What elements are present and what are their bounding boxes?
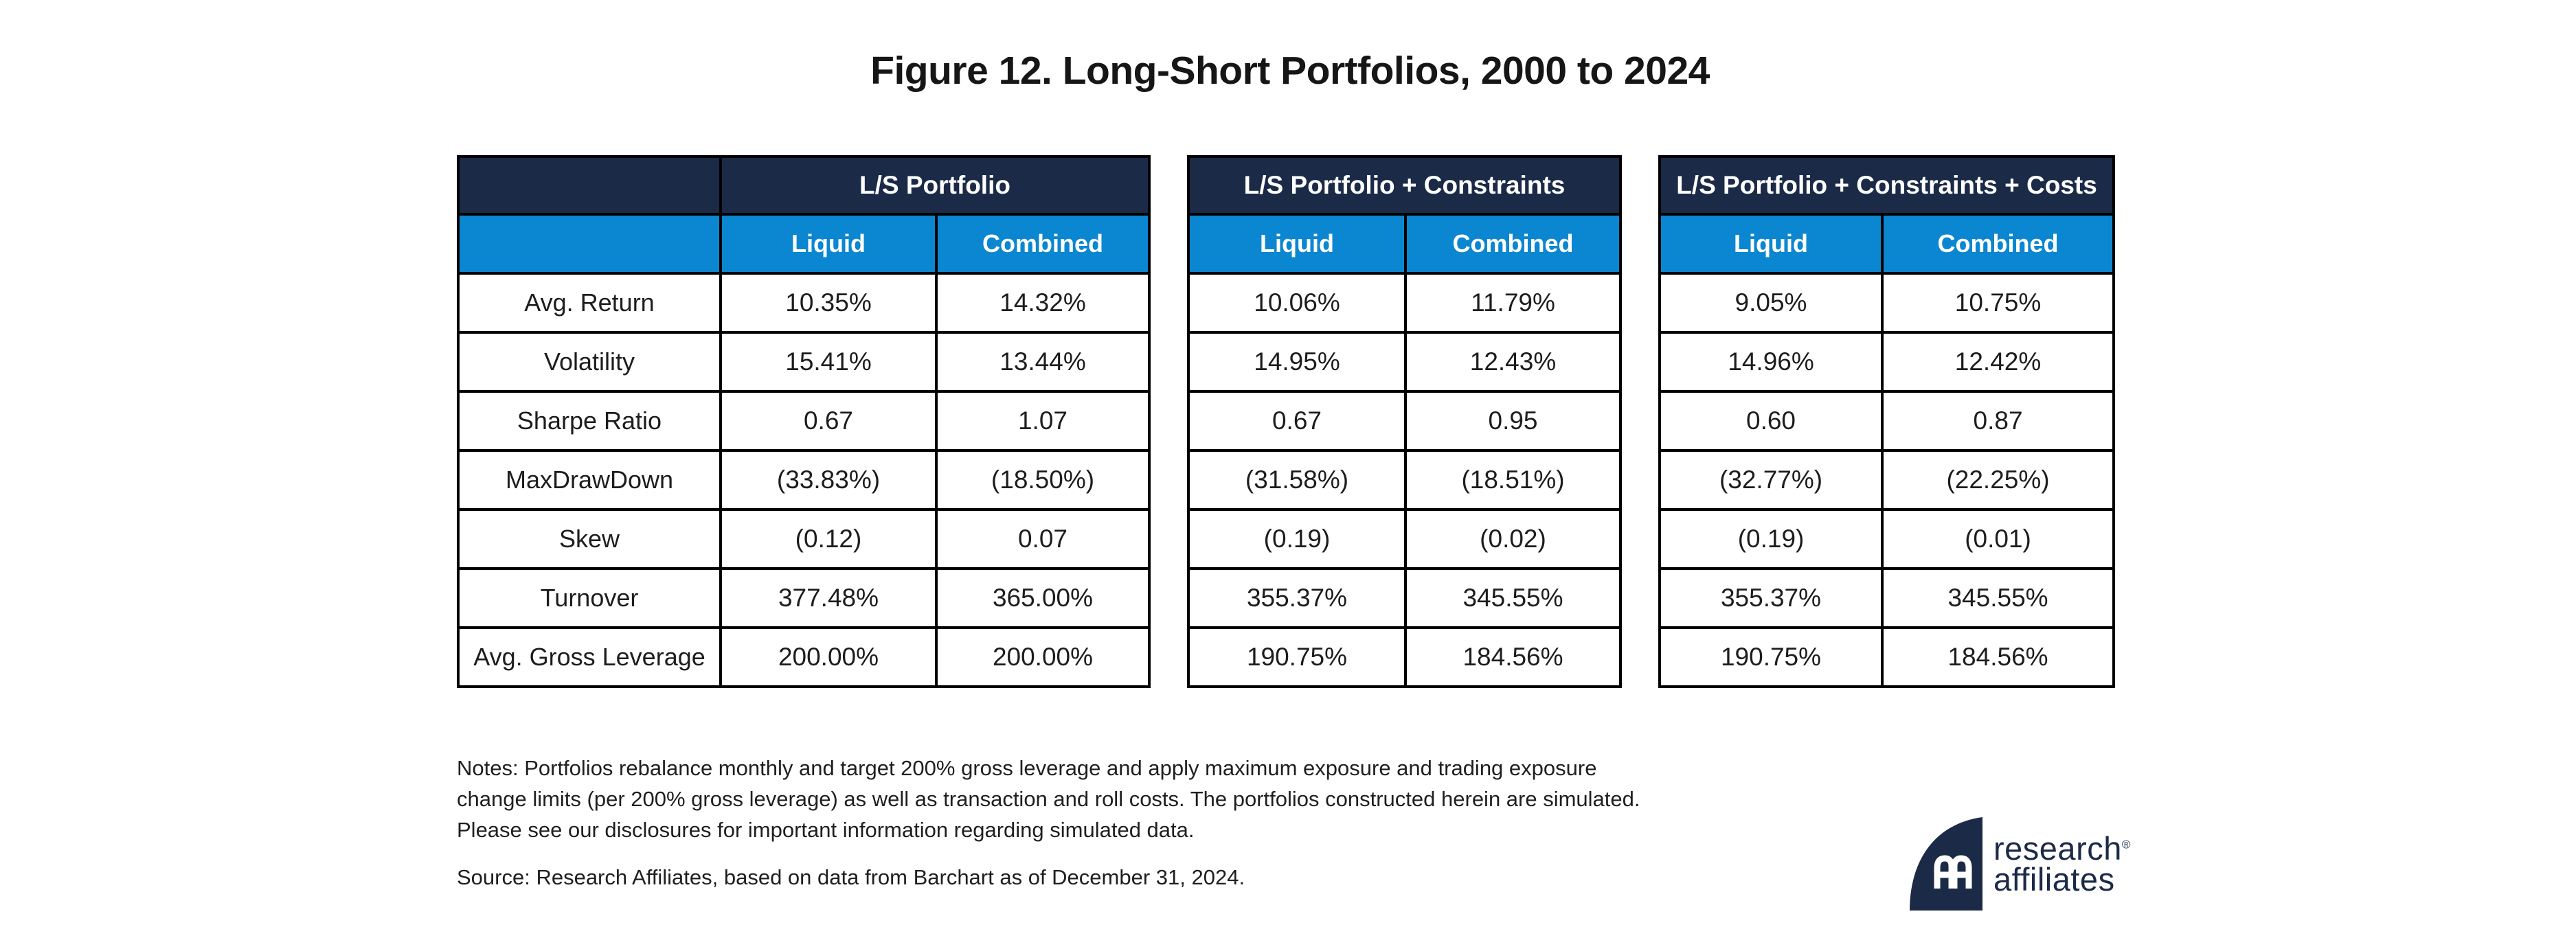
registered-mark: ®	[2121, 838, 2131, 851]
table-row: 190.75% 184.56%	[1658, 626, 2116, 688]
portfolio-table-group-2: L/S Portfolio + Constraints Liquid Combine…	[1186, 155, 1623, 688]
column-header-cell: Liquid	[1187, 213, 1407, 275]
value-cell: 14.96%	[1658, 331, 1884, 393]
value-cell: 10.06%	[1187, 272, 1407, 334]
column-header-cell: Combined	[935, 213, 1151, 275]
table-row: (32.77%) (22.25%)	[1658, 449, 2116, 511]
value-cell: 184.56%	[1403, 626, 1623, 688]
group-title-cell: L/S Portfolio	[719, 155, 1151, 216]
value-cell: 10.75%	[1881, 272, 2116, 334]
portfolio-table-group-3: L/S Portfolio + Constraints + Costs Liqui…	[1658, 155, 2116, 688]
column-header-cell: Combined	[1881, 213, 2116, 275]
portfolio-table-group-1: L/S Portfolio Liquid Combined Avg. Return 10…	[457, 155, 1151, 688]
figure-title: Figure 12. Long-Short Portfolios, 2000 t…	[870, 49, 1710, 93]
table-row: 355.37% 345.55%	[1658, 567, 2116, 629]
group-title-cell: L/S Portfolio + Constraints + Costs	[1658, 155, 2116, 216]
table-row: 9.05% 10.75%	[1658, 272, 2116, 334]
value-cell: 0.07	[935, 508, 1151, 570]
column-header-cell: Liquid	[1658, 213, 1884, 275]
value-cell: (32.77%)	[1658, 449, 1884, 511]
table-row: (0.19) (0.02)	[1187, 508, 1623, 570]
row-label-cell: Turnover	[457, 567, 722, 629]
value-cell: 190.75%	[1658, 626, 1884, 688]
notes-line-1: Notes: Portfolios rebalance monthly and …	[457, 756, 1597, 780]
table-row: 10.06% 11.79%	[1187, 272, 1623, 334]
table-row: MaxDrawDown (33.83%) (18.50%)	[457, 449, 1151, 511]
portfolio-tables: L/S Portfolio Liquid Combined Avg. Return 10…	[457, 155, 2116, 688]
value-cell: (18.51%)	[1403, 449, 1623, 511]
notes-line-2: change limits (per 200% gross leverage) …	[457, 787, 1640, 811]
research-affiliates-logo: research® affiliates	[1910, 817, 2131, 911]
value-cell: 12.42%	[1881, 331, 2116, 393]
value-cell: 355.37%	[1658, 567, 1884, 629]
table-row: Avg. Gross Leverage 200.00% 200.00%	[457, 626, 1151, 688]
table-row: 14.96% 12.42%	[1658, 331, 2116, 393]
value-cell: (0.12)	[719, 508, 938, 570]
value-cell: (0.02)	[1403, 508, 1623, 570]
value-cell: (18.50%)	[935, 449, 1151, 511]
table-row: (0.19) (0.01)	[1658, 508, 2116, 570]
value-cell: 14.95%	[1187, 331, 1407, 393]
value-cell: (33.83%)	[719, 449, 938, 511]
value-cell: 1.07	[935, 390, 1151, 452]
value-cell: (0.01)	[1881, 508, 2116, 570]
value-cell: (0.19)	[1187, 508, 1407, 570]
table-row: Avg. Return 10.35% 14.32%	[457, 272, 1151, 334]
value-cell: 0.67	[1187, 390, 1407, 452]
value-cell: 345.55%	[1881, 567, 2116, 629]
column-header-cell: Combined	[1403, 213, 1623, 275]
table-row: Volatility 15.41% 13.44%	[457, 331, 1151, 393]
notes-block: Notes: Portfolios rebalance monthly and …	[457, 753, 1640, 845]
table-row: Skew (0.12) 0.07	[457, 508, 1151, 570]
value-cell: (22.25%)	[1881, 449, 2116, 511]
notes-line-3: Please see our disclosures for important…	[457, 818, 1195, 842]
group-title-cell: L/S Portfolio + Constraints	[1186, 155, 1623, 216]
value-cell: 15.41%	[719, 331, 938, 393]
value-cell: 355.37%	[1187, 567, 1407, 629]
value-cell: 0.60	[1658, 390, 1884, 452]
value-cell: (0.19)	[1658, 508, 1884, 570]
logo-word-affiliates: affiliates	[1993, 861, 2115, 897]
value-cell: 11.79%	[1403, 272, 1623, 334]
value-cell: 184.56%	[1881, 626, 2116, 688]
logo-word-research: research	[1993, 830, 2122, 867]
value-cell: (31.58%)	[1187, 449, 1407, 511]
row-label-cell: Avg. Return	[457, 272, 722, 334]
value-cell: 190.75%	[1187, 626, 1407, 688]
table-row: 14.95% 12.43%	[1187, 331, 1623, 393]
corner-cell-navy	[457, 155, 722, 216]
table-row: Sharpe Ratio 0.67 1.07	[457, 390, 1151, 452]
table-row: 0.60 0.87	[1658, 390, 2116, 452]
value-cell: 0.95	[1403, 390, 1623, 452]
value-cell: 200.00%	[719, 626, 938, 688]
row-label-cell: Sharpe Ratio	[457, 390, 722, 452]
value-cell: 12.43%	[1403, 331, 1623, 393]
value-cell: 200.00%	[935, 626, 1151, 688]
ra-logo-mark-icon	[1910, 817, 1982, 911]
value-cell: 0.67	[719, 390, 938, 452]
column-header-cell: Liquid	[719, 213, 938, 275]
value-cell: 9.05%	[1658, 272, 1884, 334]
table-row: 0.67 0.95	[1187, 390, 1623, 452]
row-label-cell: Volatility	[457, 331, 722, 393]
value-cell: 0.87	[1881, 390, 2116, 452]
value-cell: 377.48%	[719, 567, 938, 629]
table-row: 355.37% 345.55%	[1187, 567, 1623, 629]
row-label-cell: MaxDrawDown	[457, 449, 722, 511]
table-row: Turnover 377.48% 365.00%	[457, 567, 1151, 629]
value-cell: 365.00%	[935, 567, 1151, 629]
corner-cell-blue	[457, 213, 722, 275]
value-cell: 10.35%	[719, 272, 938, 334]
logo-wordmark: research® affiliates	[1993, 830, 2131, 897]
table-row: 190.75% 184.56%	[1187, 626, 1623, 688]
value-cell: 14.32%	[935, 272, 1151, 334]
row-label-cell: Avg. Gross Leverage	[457, 626, 722, 688]
source-text: Source: Research Affiliates, based on da…	[457, 865, 1245, 889]
value-cell: 345.55%	[1403, 567, 1623, 629]
table-row: (31.58%) (18.51%)	[1187, 449, 1623, 511]
row-label-cell: Skew	[457, 508, 722, 570]
value-cell: 13.44%	[935, 331, 1151, 393]
